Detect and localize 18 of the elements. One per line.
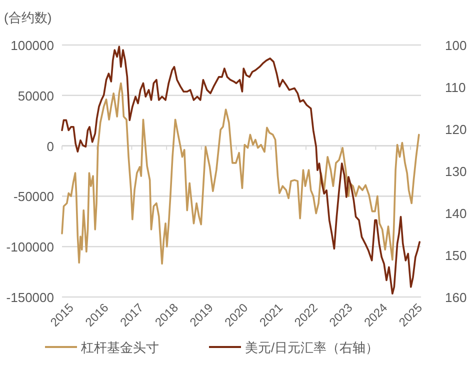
line-series (61, 82, 420, 265)
legend-label: 美元/日元汇率（右轴） (245, 340, 379, 355)
y2-tick-label: 100 (445, 38, 467, 53)
y2-tick-label: 130 (445, 164, 467, 179)
y-tick-label: -100000 (6, 240, 54, 255)
y-axis-title: (合约数) (4, 10, 52, 25)
y2-tick-label: 160 (445, 290, 467, 305)
y-tick-label: -50000 (14, 189, 54, 204)
y-tick-label: 0 (46, 138, 54, 154)
line-series (61, 46, 421, 295)
y2-tick-label: 140 (445, 206, 467, 221)
y-tick-label: 50000 (18, 88, 54, 104)
y-tick-label: 100000 (10, 38, 54, 53)
legend-label: 杠杆基金头寸 (80, 340, 159, 355)
y2-tick-label: 150 (445, 248, 467, 263)
y-tick-label: -150000 (6, 290, 54, 305)
y2-tick-label: 120 (445, 122, 467, 137)
y2-tick-label: 110 (445, 80, 466, 95)
